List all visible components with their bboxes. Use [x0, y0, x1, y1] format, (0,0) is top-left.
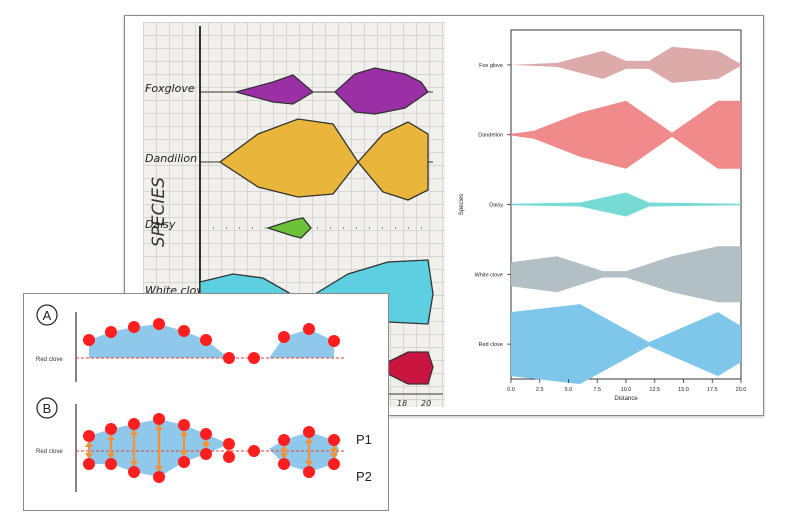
violin-half-a-right — [269, 329, 334, 358]
hand-tick-20: 20 — [421, 399, 431, 407]
inset-diagram: A Red clove B Red clove P1 P2 — [36, 304, 372, 492]
sample-point — [128, 321, 140, 333]
arrow-head — [85, 441, 93, 447]
sample-point — [248, 352, 260, 364]
x-tick-label: 0.0 — [507, 387, 515, 393]
row-label-a: Red clove — [36, 357, 63, 363]
x-tick-label: 17.5 — [707, 387, 718, 393]
sample-point — [83, 334, 95, 346]
sample-point-top — [128, 418, 140, 430]
sample-points-a — [83, 318, 340, 364]
row-label-b: Red clove — [36, 449, 63, 455]
x-axis-label: Distance — [614, 396, 638, 402]
sample-point-top — [153, 413, 165, 425]
hand-label-dandilion: Dandilion — [145, 152, 197, 165]
sample-point — [178, 325, 190, 337]
sample-point-bottom — [178, 456, 190, 468]
y-tick-label: White clove — [475, 272, 503, 278]
panel-b-label: B — [43, 401, 52, 416]
sample-point — [328, 335, 340, 347]
arrow-head — [305, 461, 313, 467]
sample-point-top — [83, 430, 95, 442]
sample-point-bottom — [303, 466, 315, 478]
arrow-head — [202, 443, 210, 449]
panel-a-marker — [36, 304, 58, 326]
sample-point-top — [105, 423, 117, 435]
x-tick-label: 12.5 — [649, 387, 660, 393]
sample-point-top — [178, 419, 190, 431]
sample-point-top — [328, 434, 340, 446]
violin-daisy — [511, 192, 741, 217]
sample-point — [303, 323, 315, 335]
hand-label-foxglove: Foxglove — [145, 82, 195, 95]
arrow-head — [155, 466, 163, 472]
arrow-head — [330, 445, 338, 451]
inset-diagram-panel: A Red clove B Red clove P1 P2 — [23, 293, 389, 511]
sample-point — [153, 318, 165, 330]
sample-point-bottom — [328, 458, 340, 470]
y-tick-label: Red clove — [479, 342, 503, 348]
x-tick-label: 2.5 — [536, 387, 544, 393]
violin-chart: Fox glove Dandelion Daisy White clove Red cl… — [459, 29, 747, 402]
sample-point-bottom — [200, 448, 212, 460]
x-tick-label: 7.5 — [593, 387, 601, 393]
hand-violin-foxglove — [233, 74, 315, 105]
arrow-head — [280, 445, 288, 451]
sample-point-top — [303, 426, 315, 438]
arrow-head — [280, 453, 288, 459]
hand-axis-label: SPECIES — [149, 177, 169, 247]
sample-point-top — [278, 434, 290, 446]
y-tick-label: Fox glove — [479, 63, 503, 69]
arrow-head — [180, 451, 188, 457]
x-tick-label: 5.0 — [565, 387, 573, 393]
arrow-head — [155, 424, 163, 430]
arrow-head — [130, 429, 138, 435]
sample-point-bottom — [83, 458, 95, 470]
violin-white-clove — [511, 246, 741, 303]
sample-points-b — [83, 413, 340, 483]
sample-point — [200, 334, 212, 346]
p2-label: P2 — [356, 469, 372, 484]
panel-b-marker — [36, 397, 58, 419]
arrow-head — [107, 434, 115, 440]
sample-point-bottom — [153, 471, 165, 483]
sample-point-bottom — [278, 458, 290, 470]
sample-point-top — [223, 438, 235, 450]
x-tick-label: 15.0 — [678, 387, 689, 393]
arrow-head — [330, 453, 338, 459]
y-tick-label: Dandelion — [478, 133, 503, 139]
hand-tick-18: 18 — [397, 399, 407, 407]
sample-point — [105, 326, 117, 338]
x-tick-label: 10.0 — [621, 387, 632, 393]
y-tick-label: Daisy — [489, 203, 503, 209]
y-axis-label: Species — [459, 194, 465, 215]
arrow-head — [107, 453, 115, 459]
violin-dandelion — [511, 100, 741, 169]
arrow-head — [85, 453, 93, 459]
hand-violin-red-clove — [387, 351, 434, 385]
violin-fox-glove — [511, 46, 741, 83]
sample-point-bottom — [105, 458, 117, 470]
sample-point-gap — [248, 445, 260, 457]
sample-point — [278, 331, 290, 343]
hand-violin-dandilion — [218, 118, 359, 198]
sample-point-top — [200, 428, 212, 440]
violin-red-clove — [511, 304, 741, 385]
sample-point-bottom — [223, 451, 235, 463]
arrow-head — [130, 461, 138, 467]
panel-a-label: A — [43, 308, 52, 323]
violin-half-a-left — [89, 324, 229, 358]
sample-point-bottom — [128, 466, 140, 478]
hand-label-daisy: Daisy — [145, 218, 176, 231]
hand-violin-daisy — [265, 217, 312, 239]
sample-point — [223, 352, 235, 364]
x-tick-label: 20.0 — [736, 387, 747, 393]
arrow-head — [305, 437, 313, 443]
arrow-head — [180, 430, 188, 436]
p1-label: P1 — [356, 432, 372, 447]
